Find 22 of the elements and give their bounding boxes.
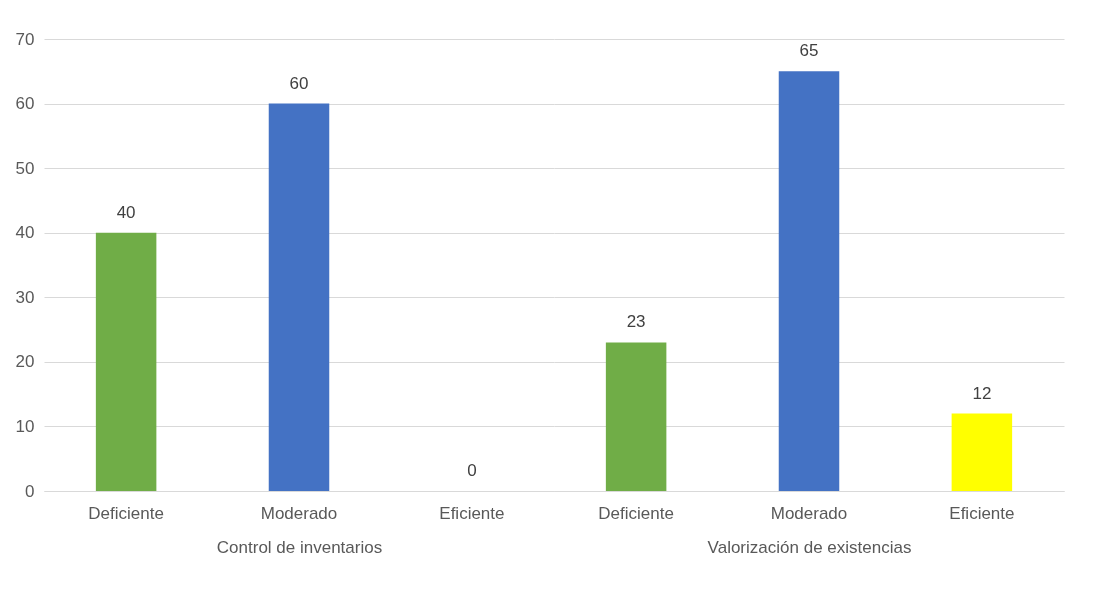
y-tick-label: 70 bbox=[15, 29, 35, 49]
x-axis-title: Valorización de existencias bbox=[707, 537, 912, 557]
y-tick-label: 30 bbox=[15, 287, 35, 307]
x-tick-label: Eficiente bbox=[949, 503, 1015, 523]
y-tick-label: 50 bbox=[15, 158, 35, 178]
y-tick-label: 10 bbox=[15, 416, 35, 436]
data-label: 40 bbox=[116, 202, 136, 222]
x-tick-label: Eficiente bbox=[439, 503, 505, 523]
y-tick-label: 20 bbox=[15, 352, 35, 372]
y-tick-label: 40 bbox=[15, 223, 35, 243]
data-label: 65 bbox=[799, 41, 819, 61]
data-label: 23 bbox=[626, 312, 646, 332]
data-label: 12 bbox=[972, 383, 992, 403]
data-label: 0 bbox=[467, 461, 477, 480]
data-label: 60 bbox=[289, 73, 309, 93]
y-tick-label: 0 bbox=[25, 481, 35, 501]
x-tick-label: Moderado bbox=[260, 503, 338, 523]
x-axis-title: Control de inventarios bbox=[216, 537, 383, 557]
y-tick-label: 60 bbox=[15, 94, 35, 114]
x-tick-label: Moderado bbox=[770, 503, 848, 523]
x-tick-label: Deficiente bbox=[598, 503, 674, 523]
x-tick-label: Deficiente bbox=[88, 503, 164, 523]
